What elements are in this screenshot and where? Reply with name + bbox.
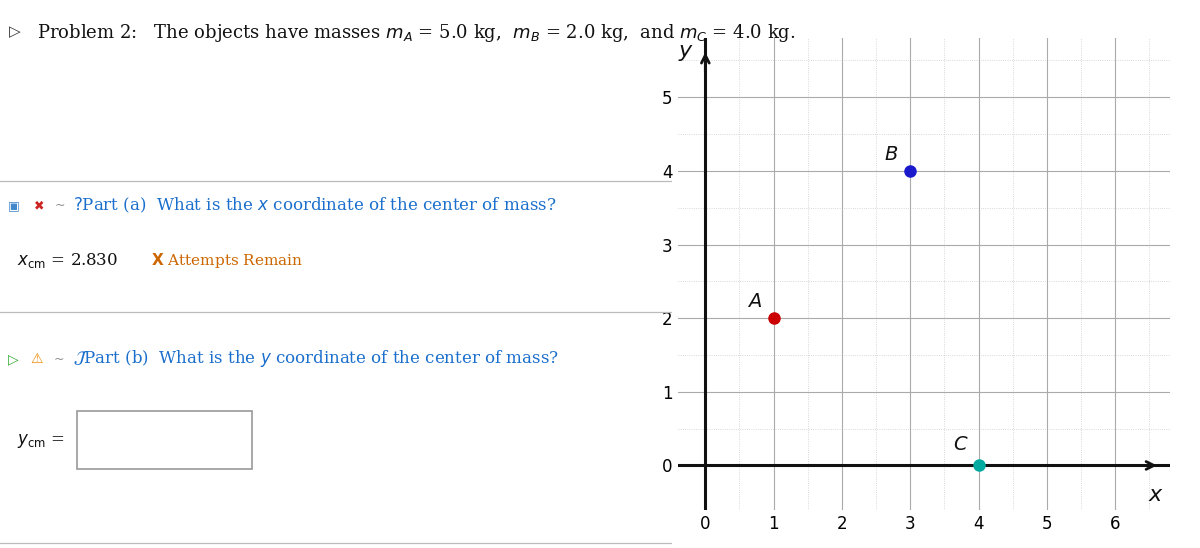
Text: $\mathbf{\mathit{?}}$Part (a)  What is the $x$ coordinate of the center of mass?: $\mathbf{\mathit{?}}$Part (a) What is th… bbox=[72, 196, 556, 215]
Text: ~: ~ bbox=[55, 199, 66, 212]
Text: A: A bbox=[748, 292, 761, 311]
Text: $y_\mathrm{cm}$ =: $y_\mathrm{cm}$ = bbox=[17, 432, 65, 450]
Text: $x_\mathrm{cm}$ = 2.830: $x_\mathrm{cm}$ = 2.830 bbox=[17, 251, 118, 270]
Text: $\mathbf{X}$ Attempts Remain: $\mathbf{X}$ Attempts Remain bbox=[151, 251, 304, 270]
Text: $y$: $y$ bbox=[678, 43, 694, 63]
Text: $\mathcal{J}$Part (b)  What is the $y$ coordinate of the center of mass?: $\mathcal{J}$Part (b) What is the $y$ co… bbox=[72, 349, 558, 369]
Text: ⚠: ⚠ bbox=[30, 352, 43, 366]
Bar bbox=[77, 411, 252, 469]
Text: Problem 2:   The objects have masses $m_A$ = 5.0 kg,  $m_B$ = 2.0 kg,  and $m_C$: Problem 2: The objects have masses $m_A$… bbox=[37, 22, 796, 44]
Text: ~: ~ bbox=[54, 352, 65, 366]
Text: $\triangleright$: $\triangleright$ bbox=[8, 25, 22, 41]
Text: ▣: ▣ bbox=[8, 199, 20, 212]
Text: ▷: ▷ bbox=[8, 352, 19, 366]
Text: $x$: $x$ bbox=[1148, 485, 1164, 505]
Text: ✖: ✖ bbox=[34, 199, 44, 212]
Text: C: C bbox=[953, 436, 966, 454]
Text: B: B bbox=[884, 145, 898, 163]
